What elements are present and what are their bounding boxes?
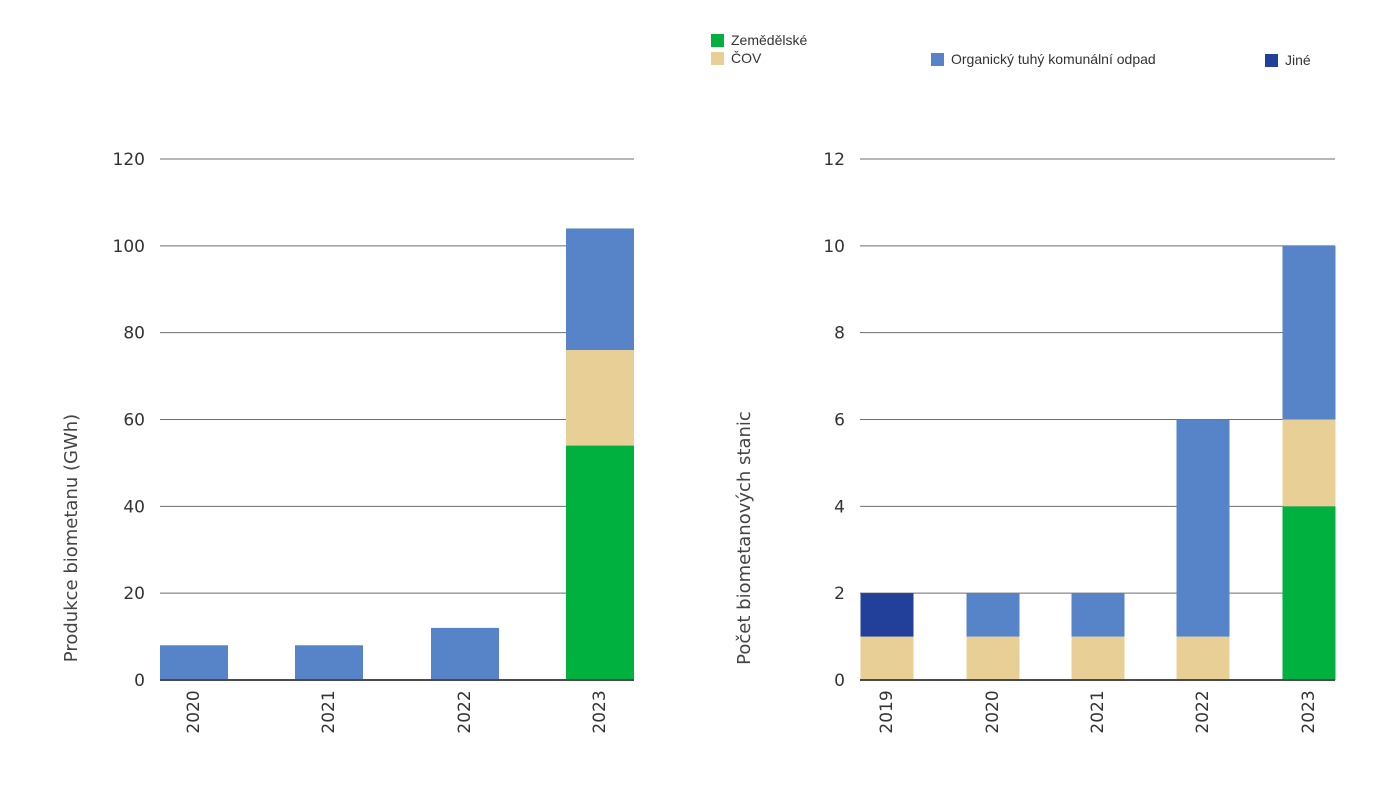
bar-segment	[160, 645, 228, 680]
legend-item-organicky-odpad: Organický tuhý komunální odpad	[931, 51, 1156, 67]
bar-segment	[1282, 419, 1336, 507]
y-tick-label: 0	[134, 671, 145, 691]
legend-swatch	[711, 51, 724, 65]
bar-segment	[1176, 636, 1230, 680]
bar-segment	[566, 445, 634, 680]
y-tick-label: 8	[834, 324, 845, 344]
y-axis-title: Produkce biometanu (GWh)	[61, 414, 82, 662]
x-tick-label: 2020	[983, 690, 1003, 733]
y-tick-label: 12	[823, 150, 845, 170]
y-tick-label: 20	[123, 584, 145, 604]
bar-segment	[1071, 593, 1125, 637]
y-tick-label: 10	[823, 237, 845, 257]
bar-segment	[860, 593, 914, 637]
y-tick-label: 60	[123, 411, 145, 431]
chart-production: 0 20 40 60 80 100 120 2020 2021 2022 2023 Produkce …	[61, 150, 634, 734]
y-tick-label: 100	[113, 237, 145, 257]
legend-label: Jiné	[1285, 52, 1311, 68]
y-tick-label: 120	[113, 150, 145, 170]
x-tick-label: 2019	[877, 690, 897, 733]
legend-swatch	[931, 52, 944, 66]
bar-segment	[966, 636, 1020, 680]
y-tick-label: 40	[123, 497, 145, 517]
x-tick-label: 2020	[184, 690, 204, 733]
bar-segment	[1176, 419, 1230, 637]
legend-item-jine: Jiné	[1265, 52, 1311, 68]
x-tick-label: 2023	[590, 690, 610, 733]
bar-segment	[1282, 245, 1336, 420]
bar-segment	[966, 593, 1020, 637]
legend-item-cov: ČOV	[711, 50, 761, 66]
y-axis-title: Počet biometanových stanic	[734, 411, 755, 665]
x-tick-label: 2021	[1088, 690, 1108, 733]
bar-segment	[566, 228, 634, 351]
legend-label: ČOV	[731, 50, 762, 66]
legend-swatch	[1265, 53, 1278, 67]
x-tick-label: 2023	[1299, 690, 1319, 733]
bar-segment	[1282, 506, 1336, 680]
bar-segment	[1071, 636, 1125, 680]
legend-swatch	[711, 33, 724, 47]
y-tick-label: 0	[834, 671, 845, 691]
chart-stations: 0 2 4 6 8 10 12 2019 2020 2021 2022 2023 Počet biome…	[734, 150, 1336, 734]
y-tick-label: 6	[834, 411, 845, 431]
bar-segment	[566, 350, 634, 446]
y-tick-label: 2	[834, 584, 845, 604]
y-tick-label: 80	[123, 324, 145, 344]
legend-item-zemedelske: Zemědělské	[711, 32, 807, 48]
legend-label: Zemědělské	[731, 32, 808, 48]
x-tick-label: 2021	[319, 690, 339, 733]
x-tick-label: 2022	[455, 690, 475, 733]
bar-segment	[295, 645, 363, 680]
legend-label: Organický tuhý komunální odpad	[951, 51, 1156, 67]
x-tick-label: 2022	[1193, 690, 1213, 733]
bar-segment	[860, 636, 914, 680]
y-tick-label: 4	[834, 497, 845, 517]
bar-segment	[431, 627, 499, 680]
